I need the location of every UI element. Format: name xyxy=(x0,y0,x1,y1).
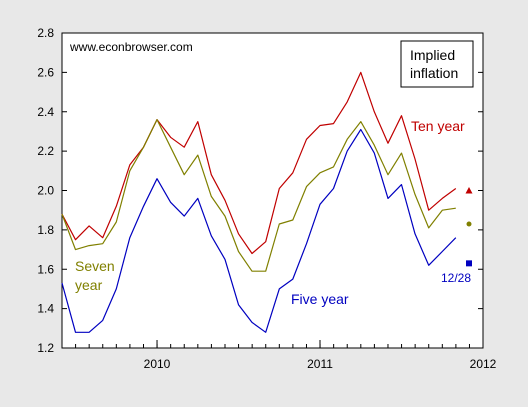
y-tick-label: 1.4 xyxy=(37,302,54,316)
series-label-five-year: Five year xyxy=(291,291,349,307)
marker-five-year xyxy=(466,260,472,267)
legend-line-2: inflation xyxy=(410,65,458,81)
y-tick-label: 2.2 xyxy=(37,144,54,158)
y-tick-label: 1.2 xyxy=(37,341,54,355)
series-label-seven-year: year xyxy=(75,277,103,293)
x-tick-label: 2011 xyxy=(307,357,333,371)
series-layer xyxy=(61,71,457,333)
y-tick-label: 1.8 xyxy=(37,223,54,237)
series-label-ten-year: Ten year xyxy=(411,118,465,134)
x-tick-label: 2010 xyxy=(144,357,171,371)
x-axis: 2010 2011 2012 xyxy=(61,340,497,371)
x-tick-label: 2012 xyxy=(470,357,497,371)
marker-ten-year xyxy=(465,187,473,194)
marker-layer xyxy=(465,187,473,267)
source-note: www.econbrowser.com xyxy=(69,40,193,54)
series-line-seven-year xyxy=(61,118,456,272)
y-axis: 1.2 1.4 1.6 1.8 2.0 2.2 2.4 2.6 2.8 xyxy=(37,26,483,355)
series-line-five-year xyxy=(61,128,457,333)
annotation-date: 12/28 xyxy=(441,271,471,285)
legend-line-1: Implied xyxy=(410,47,455,63)
series-line-ten-year xyxy=(61,71,457,255)
y-tick-label: 2.4 xyxy=(37,105,54,119)
series-label-seven: Seven xyxy=(75,258,115,274)
y-tick-label: 2.0 xyxy=(37,184,54,198)
legend-box xyxy=(400,40,474,88)
y-tick-label: 1.6 xyxy=(37,262,54,276)
y-tick-label: 2.8 xyxy=(37,26,54,40)
marker-seven-year xyxy=(466,221,472,227)
y-tick-label: 2.6 xyxy=(37,65,54,79)
